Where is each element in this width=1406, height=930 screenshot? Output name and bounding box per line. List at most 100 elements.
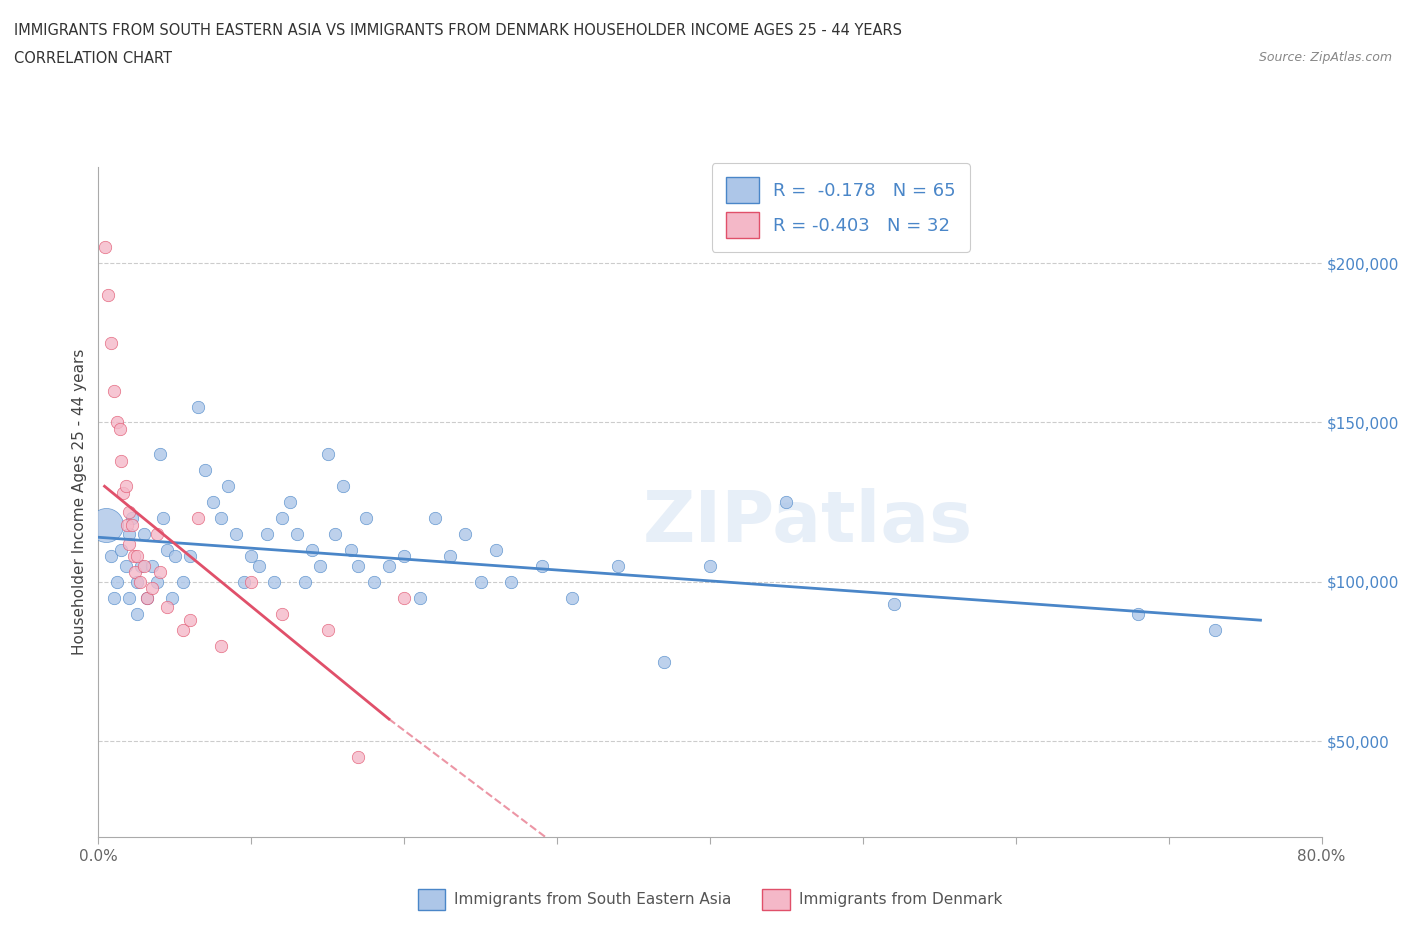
Point [121,517,143,532]
Point [145,575,167,590]
Point [316,622,339,637]
Point [501,575,523,590]
Legend: Immigrants from South Eastern Asia, Immigrants from Denmark: Immigrants from South Eastern Asia, Immi… [412,883,1008,916]
Point [121,511,143,525]
Point [392,591,416,605]
Point [1204,622,1226,637]
Point [129,559,152,574]
Point [316,447,339,462]
Point [122,549,145,564]
Point [347,559,370,574]
Point [561,591,583,605]
Point [354,511,377,525]
Point [883,597,905,612]
Point [125,575,148,590]
Point [439,549,461,564]
Text: Source: ZipAtlas.com: Source: ZipAtlas.com [1258,51,1392,64]
Point [156,542,179,557]
Point [347,750,370,764]
Y-axis label: Householder Income Ages 25 - 44 years: Householder Income Ages 25 - 44 years [72,349,87,656]
Point [118,504,141,519]
Point [309,559,332,574]
Point [110,453,132,468]
Point [97,287,120,302]
Point [332,479,354,494]
Point [179,549,201,564]
Point [156,600,179,615]
Point [256,526,278,541]
Point [1128,606,1150,621]
Point [652,654,675,669]
Point [225,526,247,541]
Point [232,575,254,590]
Text: ZIPatlas: ZIPatlas [643,488,973,557]
Point [270,606,292,621]
Point [530,559,553,574]
Point [115,479,138,494]
Point [172,575,194,590]
Point [263,575,285,590]
Point [118,537,141,551]
Point [149,447,172,462]
Point [105,575,128,590]
Point [118,526,141,541]
Point [209,638,232,653]
Text: CORRELATION CHART: CORRELATION CHART [14,51,172,66]
Point [378,559,401,574]
Point [363,575,385,590]
Point [325,526,347,541]
Point [301,542,323,557]
Point [141,559,163,574]
Point [217,479,239,494]
Point [270,511,292,525]
Point [103,383,125,398]
Point [172,622,194,637]
Point [103,591,125,605]
Point [141,581,163,596]
Point [209,511,232,525]
Point [110,542,132,557]
Point [125,549,148,564]
Point [100,336,122,351]
Point [187,511,209,525]
Point [187,399,209,414]
Point [775,495,797,510]
Text: IMMIGRANTS FROM SOUTH EASTERN ASIA VS IMMIGRANTS FROM DENMARK HOUSEHOLDER INCOME: IMMIGRANTS FROM SOUTH EASTERN ASIA VS IM… [14,23,903,38]
Point [100,549,122,564]
Point [152,511,174,525]
Point [134,559,156,574]
Point [108,421,131,436]
Point [111,485,134,500]
Point [163,549,186,564]
Point [454,526,477,541]
Point [118,591,141,605]
Point [105,415,128,430]
Point [94,517,117,532]
Point [392,549,416,564]
Point [247,559,270,574]
Point [408,591,430,605]
Point [294,575,316,590]
Point [136,591,159,605]
Point [115,559,138,574]
Point [160,591,183,605]
Point [470,575,492,590]
Point [240,549,263,564]
Point [145,526,167,541]
Point [179,613,201,628]
Point [285,526,308,541]
Point [699,559,721,574]
Point [339,542,361,557]
Point [136,591,159,605]
Point [128,575,150,590]
Point [278,495,301,510]
Point [485,542,508,557]
Point [240,575,263,590]
Point [93,240,115,255]
Point [149,565,172,579]
Point [134,526,156,541]
Point [117,517,139,532]
Point [124,565,146,579]
Point [607,559,630,574]
Point [202,495,225,510]
